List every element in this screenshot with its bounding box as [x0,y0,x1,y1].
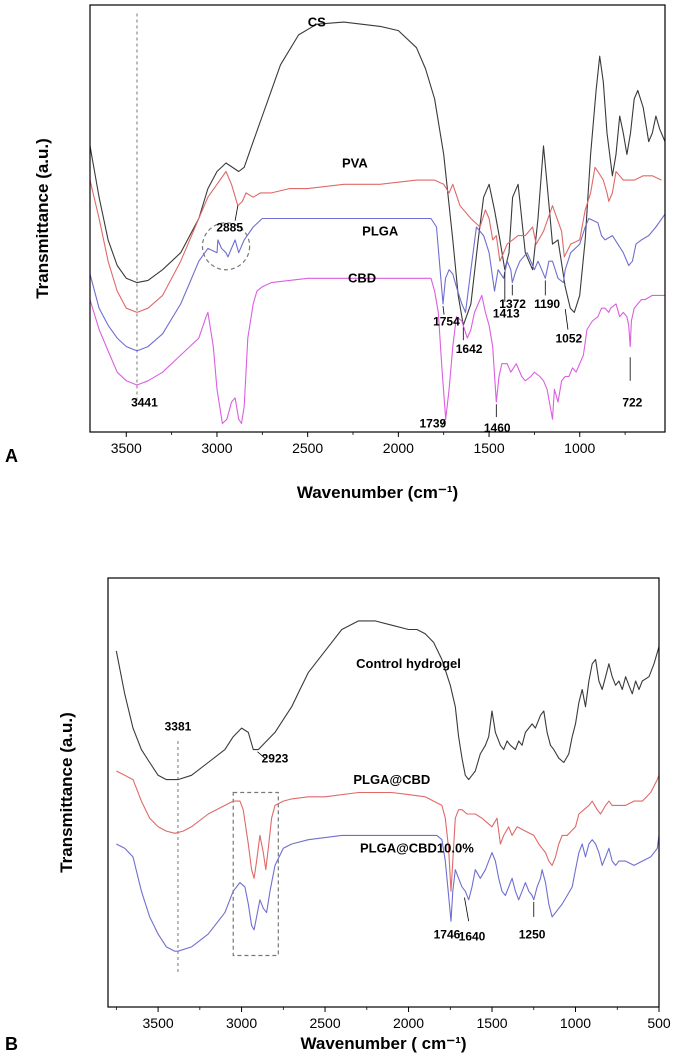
series-label-control-hydrogel: Control hydrogel [356,656,461,671]
x-tick-label: 500 [647,1015,671,1031]
annotation-label: 2885 [216,220,243,234]
annotation-label: 3441 [131,395,158,409]
series-line-cbd [89,277,665,425]
x-tick-label: 2500 [292,440,323,456]
x-tick-label: 3500 [143,1015,174,1031]
annotation-leader [564,308,569,330]
annotation-label: 3381 [165,719,192,733]
y-axis-title: Transmittance (a.u.) [33,138,52,299]
series-label-cs: CS [308,14,326,29]
x-tick-label: 1000 [564,440,595,456]
plot-frame [89,4,666,433]
annotation-label: 1640 [459,930,486,944]
annotation-label: 1190 [534,297,560,311]
annotation-label: 1372 [499,297,526,311]
series-line-pva [89,166,662,313]
x-tick-label: 1500 [473,440,504,456]
plot-frame [107,577,660,1008]
annotation-label: 1739 [419,417,446,431]
panel-a: CS PVA PLGA CBD 1642 1413 1052 2885 1754 1372 1190… [5,4,666,502]
annotation-leader [442,305,445,315]
annotation-label: 1642 [456,342,483,356]
series-label-plga-cbd10-0: PLGA@CBD10.0% [360,841,474,856]
annotation-leader [234,205,239,221]
annotation-leader [441,419,446,426]
x-tick-label: 1000 [560,1015,591,1031]
x-axis-title: Wavenumber ( cm⁻¹) [300,1034,466,1053]
series-label-plga: PLGA [362,224,399,239]
annotation-label: 1746 [434,927,461,941]
annotation-label: 1460 [484,421,511,435]
annotation-label: 722 [622,395,642,409]
series-line-cs [89,21,666,326]
x-tick-label: 3000 [201,440,232,456]
panel-letter: B [5,1034,18,1054]
annotation-label: 1052 [556,331,583,345]
series-line-plga-cbd [116,770,660,892]
x-tick-label: 1500 [476,1015,507,1031]
series-label-plga-cbd: PLGA@CBD [353,772,430,787]
x-axis-title: Wavenumber (cm⁻¹) [297,483,458,502]
series-line-plga-cbd10-0 [116,834,660,952]
annotation-label: 2923 [262,751,289,765]
series-label-pva: PVA [342,155,368,170]
highlight-ellipse [201,222,251,271]
series-line-plga [89,213,666,352]
series-label-cbd: CBD [348,271,376,286]
annotation-label: 1754 [433,314,460,328]
annotation-leader [257,751,266,759]
x-tick-label: 2500 [309,1015,340,1031]
x-tick-label: 2000 [393,1015,424,1031]
y-axis-title: Transmittance (a.u.) [57,712,76,873]
x-tick-label: 2000 [383,440,414,456]
highlight-box [232,791,279,957]
x-tick-label: 3000 [226,1015,257,1031]
series-line-control-hydrogel [115,620,660,781]
panel-b: Control hydrogel PLGA@CBD PLGA@CBD10.0% 338… [5,577,671,1054]
x-tick-label: 3500 [111,440,142,456]
annotation-leader [464,897,470,922]
panel-letter: A [5,446,18,466]
annotation-label: 1250 [519,927,546,941]
annotation-label: 1413 [493,307,520,321]
